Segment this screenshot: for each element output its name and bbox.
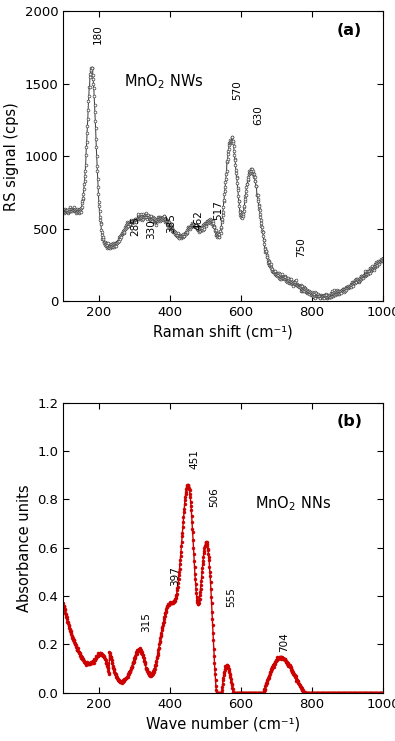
Text: 180: 180	[93, 24, 103, 44]
Text: MnO$_2$ NNs: MnO$_2$ NNs	[255, 494, 331, 514]
Text: (a): (a)	[337, 23, 362, 38]
Text: 330: 330	[147, 219, 156, 239]
Text: 451: 451	[190, 449, 199, 469]
Text: 506: 506	[209, 487, 219, 507]
Y-axis label: RS signal (cps): RS signal (cps)	[4, 102, 19, 210]
Text: 570: 570	[232, 81, 242, 100]
Text: 285: 285	[130, 216, 140, 236]
Text: 315: 315	[141, 613, 151, 632]
Text: 555: 555	[226, 587, 236, 607]
Text: 385: 385	[166, 213, 176, 233]
Text: 750: 750	[296, 237, 306, 257]
Text: 397: 397	[170, 567, 180, 586]
Text: 462: 462	[193, 210, 203, 230]
X-axis label: Wave number (cm⁻¹): Wave number (cm⁻¹)	[146, 717, 300, 731]
Text: 630: 630	[253, 105, 263, 125]
Text: 704: 704	[279, 633, 290, 652]
Text: 517: 517	[213, 200, 223, 220]
Y-axis label: Absorbance units: Absorbance units	[17, 484, 32, 611]
X-axis label: Raman shift (cm⁻¹): Raman shift (cm⁻¹)	[153, 325, 293, 339]
Text: MnO$_2$ NWs: MnO$_2$ NWs	[124, 72, 203, 90]
Text: (b): (b)	[337, 414, 362, 429]
